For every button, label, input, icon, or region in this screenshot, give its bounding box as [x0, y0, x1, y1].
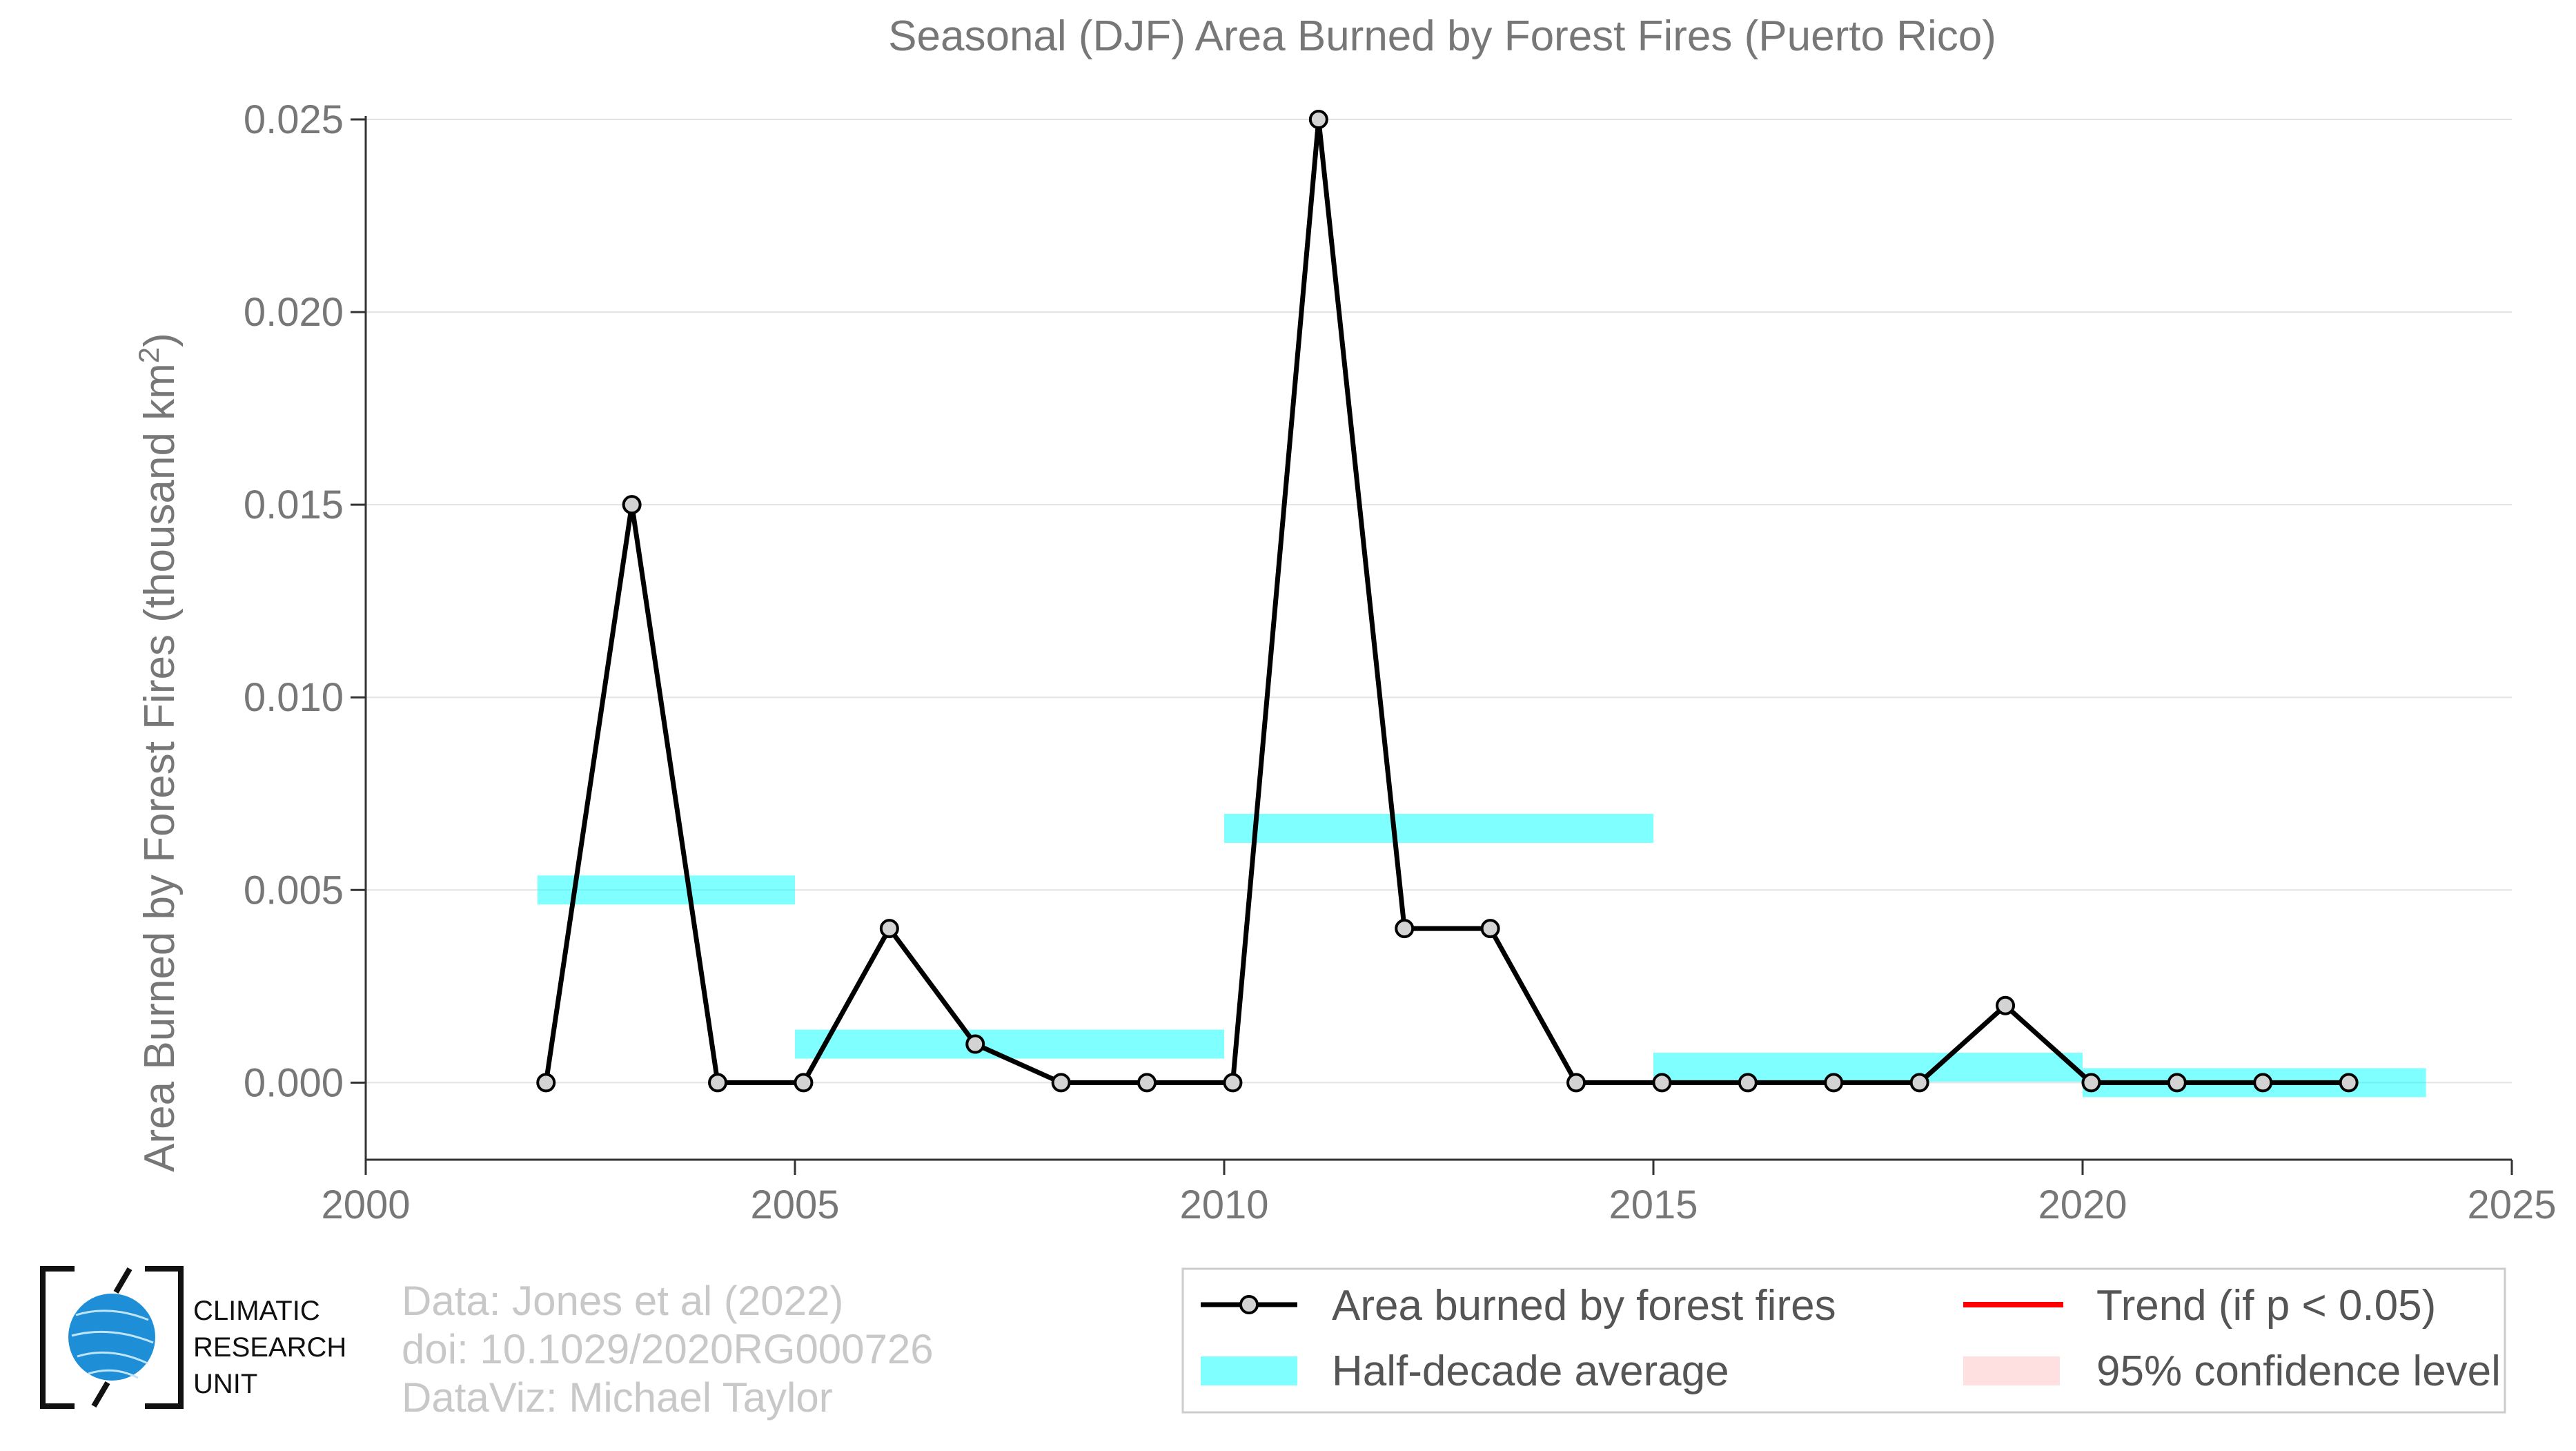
legend-swatch-series-marker [1239, 1295, 1259, 1314]
x-tick-label: 2020 [2038, 1182, 2127, 1227]
y-axis-label-suffix: ) [136, 333, 184, 347]
y-axis-label: Area Burned by Forest Fires (thousand km… [132, 333, 184, 1172]
y-axis-label-main: Area Burned by Forest Fires (thousand km [136, 363, 184, 1172]
credit-dataviz: DataViz: Michael Taylor [402, 1374, 833, 1421]
legend-label-confidence: 95% confidence level [2096, 1347, 2501, 1395]
data-point [1480, 919, 1500, 939]
legend-label-half-decade: Half-decade average [1332, 1347, 1729, 1395]
legend: Area burned by forest fires Trend (if p … [1181, 1267, 2506, 1414]
x-tick-label: 2000 [321, 1182, 410, 1227]
data-point [1909, 1073, 1929, 1093]
x-tick-label: 2025 [2467, 1182, 2556, 1227]
data-point [622, 495, 642, 515]
data-point [794, 1073, 814, 1093]
data-point [1395, 919, 1415, 939]
data-point [879, 919, 899, 939]
data-point [1223, 1073, 1243, 1093]
legend-swatch-confidence [1963, 1356, 2060, 1385]
half-decade-average-bar [1653, 1053, 2083, 1082]
data-point [2167, 1073, 2187, 1093]
y-tick-label: 0.005 [244, 868, 344, 913]
credit-data: Data: Jones et al (2022) [402, 1278, 843, 1324]
y-tick-label: 0.020 [244, 290, 344, 335]
y-tick-label: 0.015 [244, 483, 344, 527]
data-point [1652, 1073, 1672, 1093]
data-point [1996, 995, 2016, 1015]
y-tick-label: 0.000 [244, 1060, 344, 1105]
y-axis-label-superscript: 2 [132, 347, 165, 363]
chart-title: Seasonal (DJF) Area Burned by Forest Fir… [888, 12, 1996, 60]
grid-lines [366, 119, 2512, 1084]
data-series [536, 110, 2359, 1093]
logo-slash-top [113, 1267, 132, 1294]
legend-box [1181, 1267, 2506, 1414]
x-tick-label: 2015 [1609, 1182, 1698, 1227]
cru-logo: CLIMATIC RESEARCH UNIT [40, 1266, 346, 1409]
legend-swatch-half-decade [1201, 1356, 1297, 1385]
data-point [2253, 1073, 2273, 1093]
x-tick-label: 2010 [1179, 1182, 1268, 1227]
credit-doi: doi: 10.1029/2020RG000726 [402, 1326, 934, 1372]
globe-streaks [71, 1309, 154, 1379]
data-point [965, 1034, 985, 1054]
data-point [1824, 1073, 1844, 1093]
logo-bracket-right [145, 1266, 184, 1409]
axes: 0.000 0.005 0.010 0.015 0.020 0.025 2000 2005 20… [244, 97, 2557, 1227]
data-point [536, 1073, 556, 1093]
logo-text-line1: CLIMATIC [193, 1296, 320, 1326]
legend-label-trend: Trend (if p < 0.05) [2096, 1282, 2436, 1330]
logo-bracket-left [40, 1266, 75, 1409]
half-decade-average-bar [1224, 813, 1653, 843]
half-decade-average-bars [537, 813, 2426, 1098]
data-point [2081, 1073, 2101, 1093]
globe-icon [68, 1294, 155, 1381]
data-point [1566, 1073, 1586, 1093]
y-tick-label: 0.010 [244, 675, 344, 720]
data-point [1051, 1073, 1071, 1093]
data-point [1738, 1073, 1758, 1093]
x-tick-label: 2005 [750, 1182, 839, 1227]
series-line [543, 117, 2349, 1085]
y-tick-label: 0.025 [244, 97, 344, 142]
data-point [2339, 1073, 2359, 1093]
data-point [708, 1073, 728, 1093]
legend-label-series: Area burned by forest fires [1332, 1282, 1836, 1330]
logo-text-line2: RESEARCH [193, 1332, 346, 1363]
half-decade-average-bar [537, 875, 795, 905]
logo-text-line3: UNIT [193, 1369, 257, 1399]
data-point [1308, 110, 1328, 129]
logo-slash-bottom [91, 1381, 110, 1408]
data-point [1137, 1073, 1157, 1093]
half-decade-average-bar [795, 1029, 1224, 1059]
